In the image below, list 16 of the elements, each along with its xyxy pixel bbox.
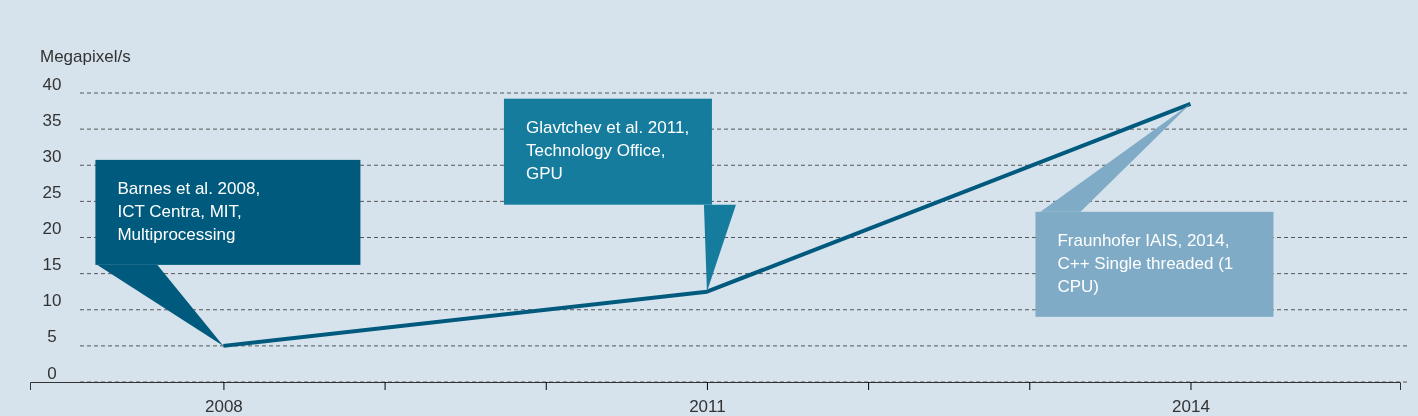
x-tick-label: 2008: [205, 397, 243, 416]
y-tick-label: 20: [42, 219, 62, 239]
y-tick-label: 10: [42, 291, 62, 311]
x-tick-label: 2011: [689, 397, 726, 416]
y-tick-label: 35: [42, 110, 62, 130]
y-tick-label: 30: [42, 146, 62, 166]
annotation: Glavtchev et al. 2011, Technology Office, GPU: [525, 117, 690, 183]
y-tick-label: 40: [42, 74, 62, 94]
annotation: Barnes et al. 2008, ICT Centra, MIT, Multiprocessing: [117, 178, 261, 244]
y-tick-label: 0: [47, 363, 57, 383]
x-tick-label: 2014: [1172, 397, 1210, 416]
y-tick-label: 25: [42, 182, 62, 202]
y-axis-title: Megapixel/s: [40, 47, 131, 66]
y-tick-label: 5: [47, 327, 57, 347]
annotation: Fraunhofer IAIS, 2014, C++ Single threaded (1 CPU): [1057, 230, 1234, 296]
y-tick-label: 15: [42, 255, 62, 275]
